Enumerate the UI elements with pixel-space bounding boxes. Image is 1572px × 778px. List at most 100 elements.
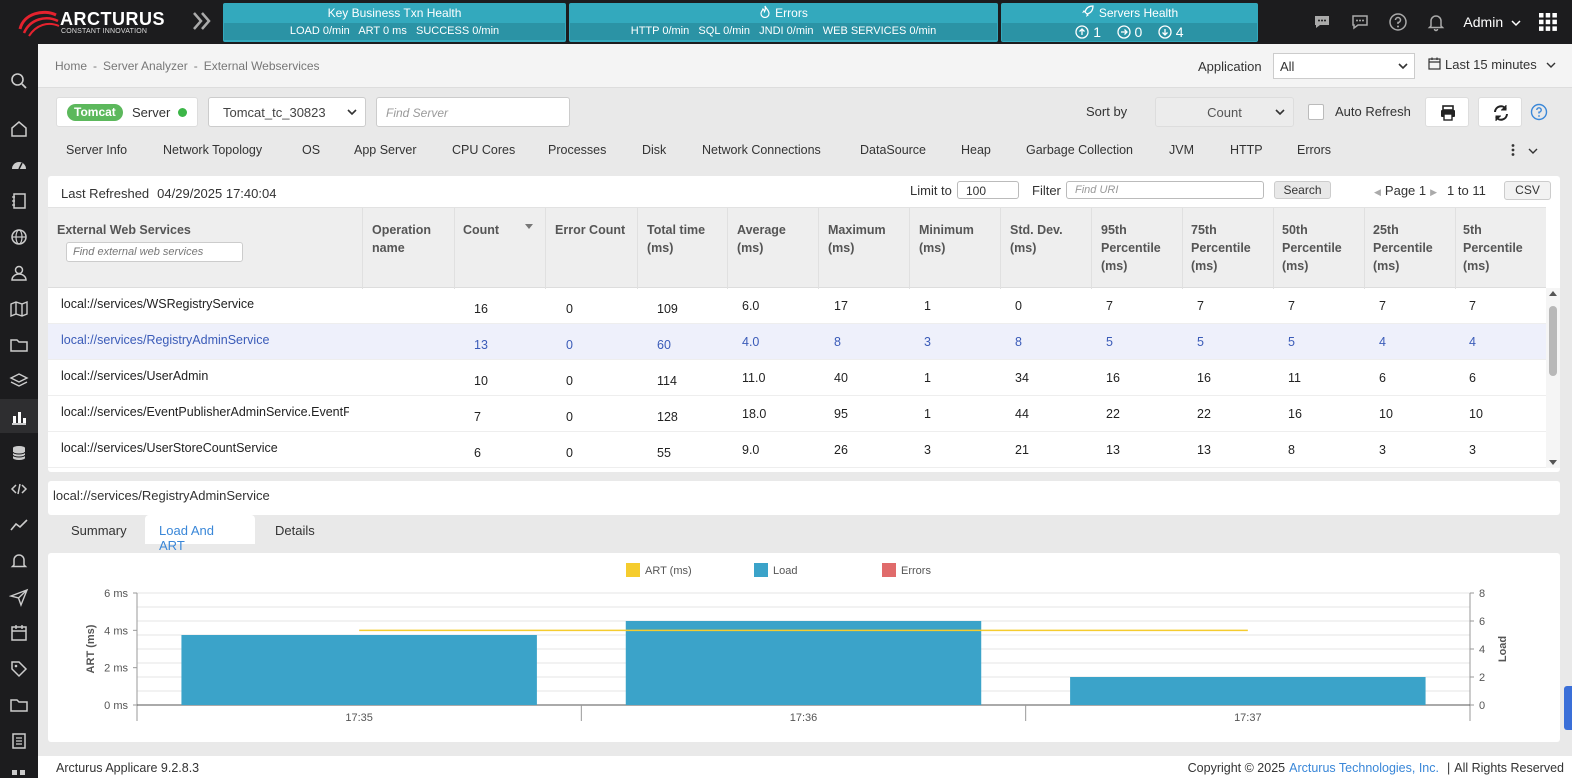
brand-logo[interactable]: ARCTURUS CONSTANT INNOVATION <box>14 6 174 38</box>
breadcrumb-home[interactable]: Home <box>55 59 88 73</box>
col-operation-name[interactable]: Operation name <box>372 223 432 255</box>
company-link[interactable]: Arcturus Technologies, Inc. <box>1289 761 1439 775</box>
tab-http[interactable]: HTTP <box>1230 143 1263 157</box>
chart-y-tick-label: 0 ms <box>104 700 128 712</box>
table-row[interactable]: local://services/WSRegistryService 16 0 … <box>48 288 1546 324</box>
application-select[interactable]: All <box>1273 53 1415 79</box>
col-minimum[interactable]: Minimum (ms) <box>919 223 974 255</box>
cell-p5: 10 <box>1469 407 1483 421</box>
tab-datasource[interactable]: DataSource <box>860 143 927 157</box>
table-scrollbar[interactable] <box>1546 288 1560 468</box>
tab-garbage-collection[interactable]: Garbage Collection <box>1026 143 1134 157</box>
tab-load-and-art[interactable]: Load And ART <box>145 515 255 553</box>
book-icon[interactable] <box>9 731 29 751</box>
alert-bell-icon[interactable] <box>9 551 29 571</box>
user-menu[interactable]: Admin <box>1463 14 1521 30</box>
col-25th-percentile[interactable]: 25th Percentile (ms) <box>1373 223 1433 273</box>
col-maximum[interactable]: Maximum (ms) <box>828 223 886 255</box>
prev-page-icon[interactable]: ◀ <box>1374 187 1381 197</box>
tab-processes[interactable]: Processes <box>548 143 607 157</box>
col-75th-percentile[interactable]: 75th Percentile (ms) <box>1191 223 1251 273</box>
col-total-time[interactable]: Total time (ms) <box>647 223 706 255</box>
time-range-picker[interactable]: Last 15 minutes <box>1428 57 1556 72</box>
col-external-web-services[interactable]: External Web Services <box>57 223 191 237</box>
find-server-input[interactable]: Find Server <box>376 97 570 127</box>
double-chevron-right-icon[interactable] <box>190 9 214 33</box>
home-icon[interactable] <box>9 119 29 139</box>
side-panel-toggle[interactable] <box>1564 686 1572 730</box>
scroll-down-icon[interactable] <box>1549 460 1557 465</box>
chat-icon[interactable] <box>1312 12 1332 32</box>
comment-icon[interactable] <box>1350 12 1370 32</box>
filter-uri-input[interactable]: Find URI <box>1066 181 1264 199</box>
tab-summary[interactable]: Summary <box>71 523 127 538</box>
bell-icon[interactable] <box>1426 12 1446 32</box>
tab-jvm[interactable]: JVM <box>1169 143 1194 157</box>
print-button[interactable] <box>1425 97 1469 127</box>
col-95th-percentile[interactable]: 95th Percentile (ms) <box>1101 223 1161 273</box>
calendar-icon[interactable] <box>9 623 29 643</box>
tab-network-topology[interactable]: Network Topology <box>163 143 263 157</box>
col-count[interactable]: Count <box>463 223 500 237</box>
column-divider <box>362 208 363 289</box>
col-5th-percentile[interactable]: 5th Percentile (ms) <box>1463 223 1523 273</box>
layers-icon[interactable] <box>9 371 29 391</box>
tab-heap[interactable]: Heap <box>961 143 991 157</box>
tab-app-server[interactable]: App Server <box>354 143 417 157</box>
table-row[interactable]: local://services/UserAdmin 10 0 114 11.0… <box>48 360 1546 396</box>
server-analyzer-chart-icon[interactable] <box>9 407 29 427</box>
folder-outline-icon[interactable] <box>9 695 29 715</box>
scroll-thumb[interactable] <box>1549 306 1557 376</box>
more-apps-icon[interactable] <box>9 767 29 778</box>
map-icon[interactable] <box>9 299 29 319</box>
sort-desc-icon[interactable] <box>525 224 533 229</box>
notebook-icon[interactable] <box>9 191 29 211</box>
search-icon[interactable] <box>9 71 29 91</box>
tab-details[interactable]: Details <box>275 523 315 538</box>
kpi-errors[interactable]: Errors HTTP 0/min SQL 0/min JNDI 0/min W… <box>569 3 998 42</box>
col-50th-percentile[interactable]: 50th Percentile (ms) <box>1282 223 1342 273</box>
trend-line-icon[interactable] <box>9 515 29 535</box>
col-error-count[interactable]: Error Count <box>555 223 626 237</box>
database-icon[interactable] <box>9 443 29 463</box>
tab-cpu-cores[interactable]: CPU Cores <box>452 143 516 157</box>
breadcrumb-section[interactable]: Server Analyzer <box>103 59 188 73</box>
sort-by-select[interactable]: Count <box>1155 97 1294 127</box>
apps-grid-icon[interactable] <box>1538 12 1558 32</box>
scroll-up-icon[interactable] <box>1549 291 1557 296</box>
folder-icon[interactable] <box>9 335 29 355</box>
kpi-servers-health[interactable]: Servers Health 1 0 4 <box>1001 3 1258 42</box>
column-divider <box>545 208 546 289</box>
tag-icon[interactable] <box>9 659 29 679</box>
send-icon[interactable] <box>9 587 29 607</box>
cell-p75: 5 <box>1197 335 1204 349</box>
tab-disk[interactable]: Disk <box>642 143 667 157</box>
table-row-selected[interactable]: local://services/RegistryAdminService 13… <box>48 324 1546 360</box>
tab-network-connections[interactable]: Network Connections <box>702 143 821 157</box>
chart-legend-swatch <box>882 563 896 577</box>
tab-os[interactable]: OS <box>302 143 321 157</box>
limit-input[interactable]: 100 <box>957 181 1019 199</box>
user-icon[interactable] <box>9 263 29 283</box>
code-icon[interactable] <box>9 479 29 499</box>
more-tabs-menu[interactable] <box>1510 143 1538 160</box>
find-external-ws-input[interactable]: Find external web services <box>66 242 243 262</box>
col-average[interactable]: Average (ms) <box>737 223 786 255</box>
tab-server-info[interactable]: Server Info <box>66 143 128 157</box>
auto-refresh-checkbox[interactable] <box>1308 104 1324 120</box>
refresh-button[interactable] <box>1478 97 1522 127</box>
col-std-dev[interactable]: Std. Dev. (ms) <box>1010 223 1063 255</box>
cell-maximum: 8 <box>834 335 841 349</box>
server-select[interactable]: Tomcat_tc_30823 <box>208 97 366 127</box>
table-row[interactable]: local://services/EventPublisherAdminServ… <box>48 396 1546 432</box>
csv-export-button[interactable]: CSV <box>1504 181 1551 200</box>
help-icon[interactable] <box>1530 103 1548 121</box>
table-row[interactable]: local://services/UserStoreCountService 6… <box>48 432 1546 468</box>
globe-icon[interactable] <box>9 227 29 247</box>
dashboard-gauge-icon[interactable] <box>9 155 29 175</box>
help-circle-icon[interactable] <box>1388 12 1408 32</box>
search-button[interactable]: Search <box>1274 181 1331 199</box>
kpi-business-txn-health[interactable]: Key Business Txn Health LOAD 0/min ART 0… <box>223 3 566 42</box>
tab-errors[interactable]: Errors <box>1297 143 1332 157</box>
next-page-icon[interactable]: ▶ <box>1430 187 1438 197</box>
